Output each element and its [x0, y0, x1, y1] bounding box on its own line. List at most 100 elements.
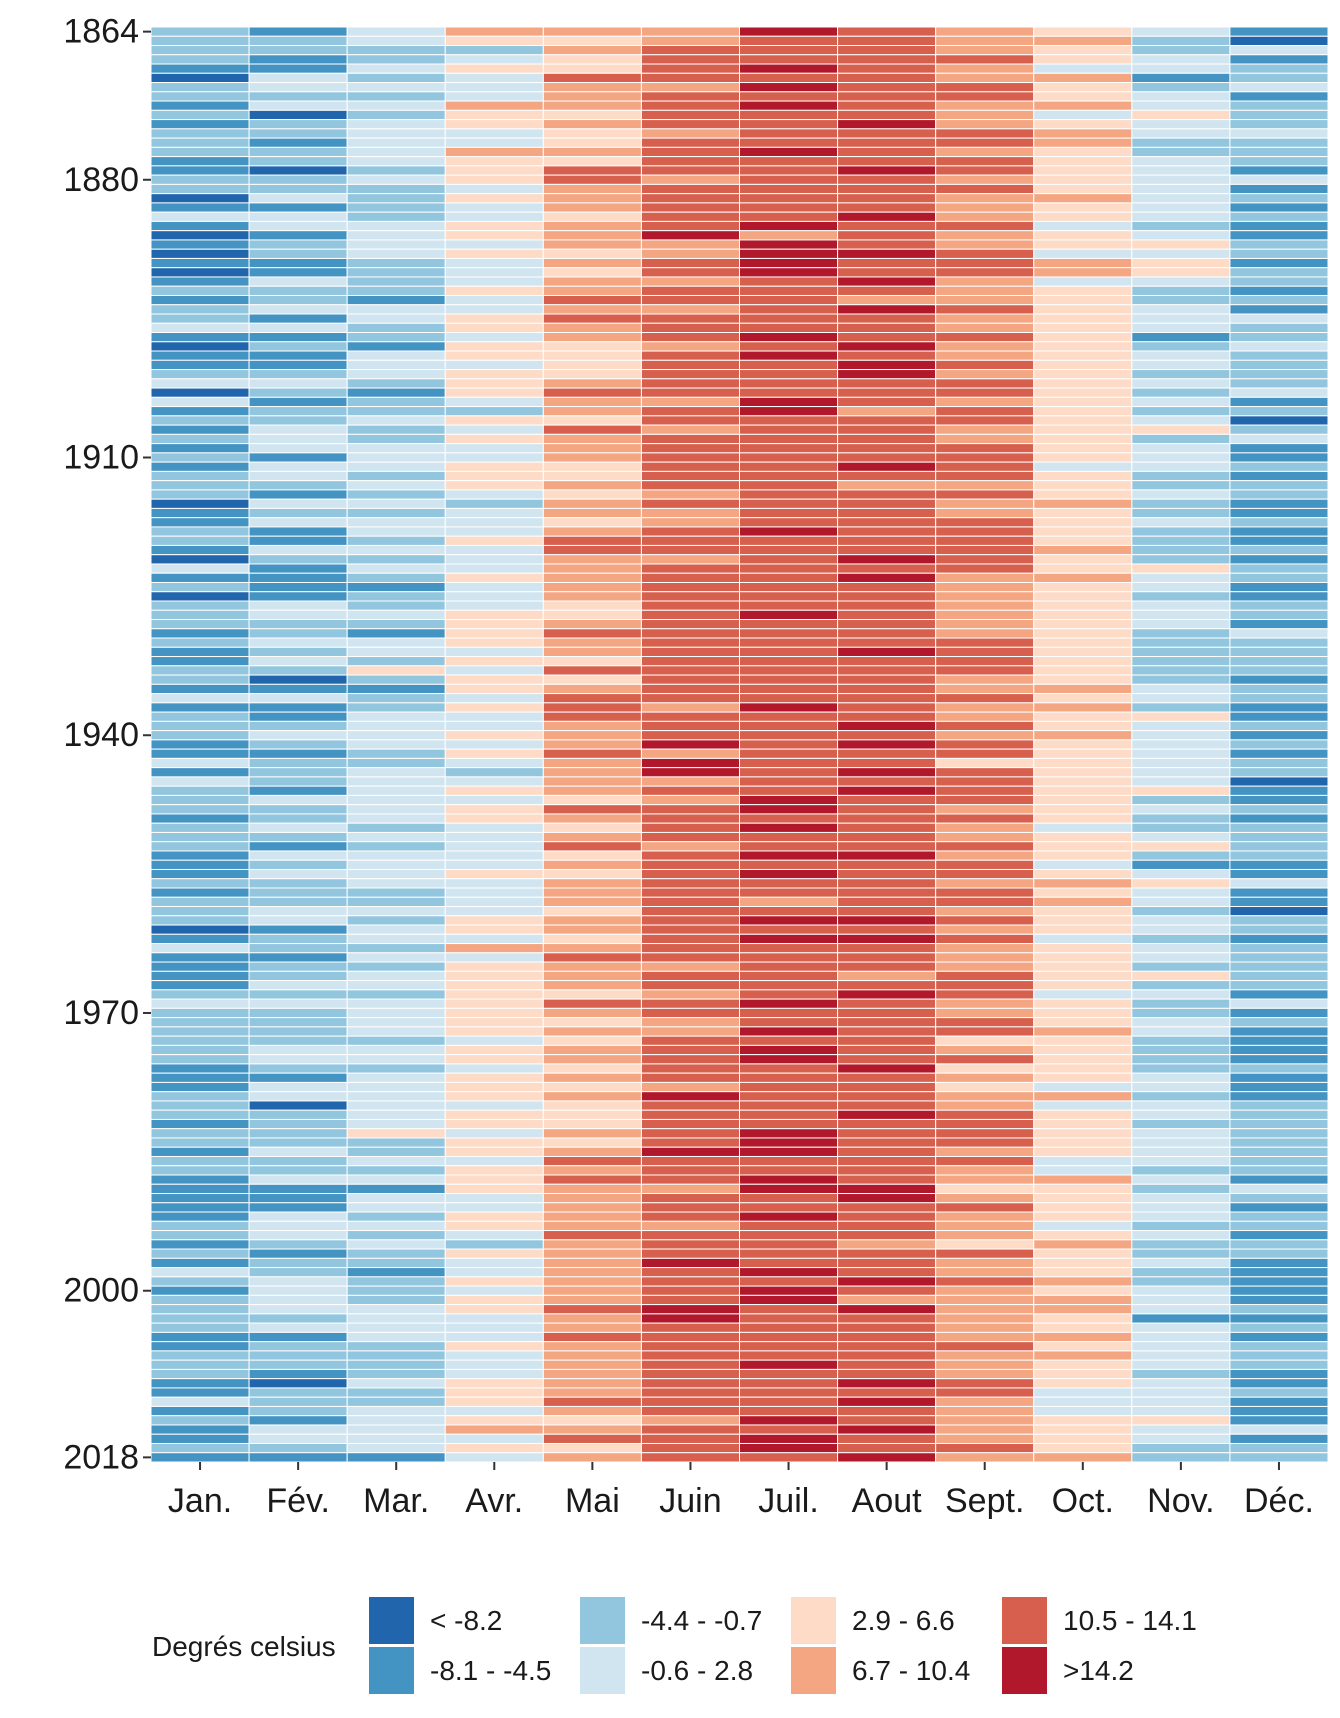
- heatmap-cell: [248, 785, 348, 796]
- heatmap-cell: [542, 220, 642, 232]
- heatmap-cell: [837, 1405, 937, 1417]
- heatmap-cell: [739, 304, 839, 315]
- heatmap-cell: [1229, 572, 1329, 583]
- heatmap-cell: [150, 332, 250, 343]
- heatmap-cell: [346, 628, 446, 639]
- heatmap-cell: [150, 785, 250, 796]
- heatmap-cell: [150, 359, 250, 371]
- heatmap-cell: [346, 989, 446, 1000]
- heatmap-cell: [1131, 998, 1231, 1009]
- heatmap-cell: [542, 1193, 642, 1204]
- heatmap-cell: [248, 989, 348, 1000]
- heatmap-cell: [739, 804, 839, 815]
- heatmap-cell: [150, 248, 250, 259]
- heatmap-cell: [346, 1239, 446, 1250]
- heatmap-cell: [1229, 1202, 1329, 1213]
- heatmap-cell: [739, 183, 839, 195]
- heatmap-cell: [1033, 313, 1133, 324]
- heatmap-cell: [837, 313, 937, 324]
- heatmap-cell: [1033, 359, 1133, 371]
- heatmap-cell: [248, 609, 348, 621]
- heatmap-cell: [248, 1081, 348, 1093]
- heatmap-cell: [1229, 794, 1329, 806]
- heatmap-cell: [248, 54, 348, 65]
- heatmap-cell: [1229, 1044, 1329, 1056]
- heatmap-cell: [1131, 1081, 1231, 1093]
- heatmap-cell: [1229, 1155, 1329, 1167]
- heatmap-cell: [248, 350, 348, 361]
- heatmap-cell: [542, 674, 642, 685]
- heatmap-cell: [1229, 146, 1329, 158]
- heatmap-cell: [640, 1248, 740, 1259]
- heatmap-cell: [640, 1063, 740, 1074]
- heatmap-cell: [1033, 63, 1133, 74]
- heatmap-cell: [1131, 35, 1231, 47]
- heatmap-cell: [150, 896, 250, 908]
- heatmap-cell: [248, 174, 348, 185]
- heatmap-cell: [739, 1081, 839, 1093]
- heatmap-cell: [640, 480, 740, 491]
- heatmap-cell: [542, 544, 642, 556]
- heatmap-cell: [1131, 943, 1231, 954]
- heatmap-cell: [444, 1007, 544, 1019]
- heatmap-cell: [444, 526, 544, 537]
- heatmap-cell: [1033, 498, 1133, 509]
- heatmap-cell: [444, 813, 544, 824]
- heatmap-cell: [444, 332, 544, 343]
- heatmap-cell: [640, 656, 740, 667]
- heatmap-cell: [1131, 1109, 1231, 1120]
- heatmap-cell: [640, 276, 740, 287]
- heatmap-cell: [346, 35, 446, 47]
- heatmap-cell: [1033, 230, 1133, 241]
- heatmap-cell: [1033, 1165, 1133, 1176]
- heatmap-cell: [1131, 313, 1231, 324]
- heatmap-cell: [837, 1257, 937, 1269]
- heatmap-cell: [837, 1165, 937, 1176]
- heatmap-cell: [542, 165, 642, 176]
- heatmap-cell: [1131, 748, 1231, 759]
- heatmap-cell: [1131, 387, 1231, 398]
- heatmap-cell: [444, 619, 544, 630]
- heatmap-cell: [739, 174, 839, 185]
- heatmap-cell: [640, 396, 740, 408]
- heatmap-cell: [542, 313, 642, 324]
- heatmap-cell: [1033, 1081, 1133, 1093]
- heatmap-cell: [640, 507, 740, 519]
- heatmap-cell: [640, 683, 740, 695]
- heatmap-cell: [739, 702, 839, 713]
- heatmap-cell: [837, 1452, 937, 1463]
- heatmap-cell: [1229, 1193, 1329, 1204]
- heatmap-cell: [150, 1100, 250, 1111]
- heatmap-cell: [150, 257, 250, 269]
- heatmap-cell: [837, 507, 937, 519]
- heatmap-cell: [640, 433, 740, 445]
- heatmap-cell: [346, 581, 446, 593]
- heatmap-cell: [346, 526, 446, 537]
- heatmap-cell: [444, 1239, 544, 1250]
- heatmap-cell: [640, 933, 740, 945]
- heatmap-cell: [640, 563, 740, 574]
- heatmap-cell: [640, 1017, 740, 1028]
- heatmap-cell: [1033, 267, 1133, 278]
- heatmap-cell: [542, 1146, 642, 1157]
- heatmap-cell: [444, 91, 544, 102]
- heatmap-cell: [640, 535, 740, 546]
- heatmap-cell: [837, 498, 937, 509]
- heatmap-cell: [935, 637, 1035, 648]
- heatmap-cell: [1033, 1054, 1133, 1065]
- heatmap-cell: [739, 1183, 839, 1195]
- heatmap-cell: [248, 1396, 348, 1407]
- heatmap-cell: [640, 628, 740, 639]
- heatmap-cell: [444, 248, 544, 259]
- heatmap-cell: [935, 656, 1035, 667]
- heatmap-cell: [1033, 341, 1133, 352]
- heatmap-cell: [739, 1304, 839, 1315]
- heatmap-cell: [935, 1118, 1035, 1130]
- heatmap-cell: [444, 1072, 544, 1083]
- heatmap-cell: [739, 480, 839, 491]
- heatmap-cell: [150, 665, 250, 676]
- heatmap-cell: [444, 1063, 544, 1074]
- heatmap-cell: [1131, 720, 1231, 732]
- legend-swatch: [369, 1597, 414, 1644]
- heatmap-cell: [1229, 359, 1329, 371]
